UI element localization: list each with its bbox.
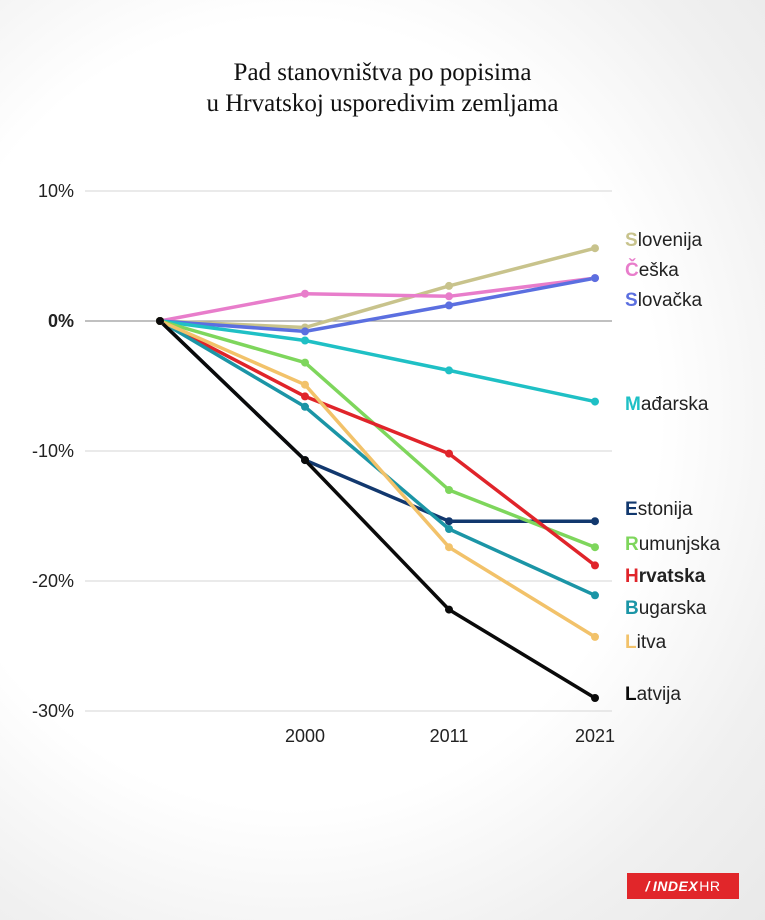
series-line xyxy=(158,319,597,700)
series-label: Češka xyxy=(625,259,679,281)
y-tick-label: -30% xyxy=(32,701,74,721)
y-tick-label: -20% xyxy=(32,571,74,591)
series-line xyxy=(158,319,597,598)
series-label: Bugarska xyxy=(625,598,707,619)
data-point xyxy=(445,525,453,533)
data-point xyxy=(591,591,599,600)
data-point xyxy=(445,281,453,290)
series-line xyxy=(158,319,597,404)
data-point xyxy=(591,694,599,702)
logo-mark: / xyxy=(645,878,650,894)
data-point xyxy=(156,317,164,325)
data-point xyxy=(445,301,453,310)
data-point xyxy=(591,632,599,641)
series-line xyxy=(158,319,597,568)
data-point xyxy=(445,543,453,552)
index-hr-logo: / INDEX HR xyxy=(627,873,739,899)
series-label: Mađarska xyxy=(625,394,709,415)
data-point xyxy=(591,397,599,406)
logo-suffix: HR xyxy=(699,878,721,894)
data-point xyxy=(591,561,599,570)
title-line-2: u Hrvatskoj usporedivim zemljama xyxy=(206,90,559,117)
data-point xyxy=(301,402,309,411)
data-point xyxy=(301,289,309,298)
y-tick-label: 0% xyxy=(48,311,74,331)
series-label: Rumunjska xyxy=(625,534,720,555)
chart-title: Pad stanovništva po popisima u Hrvatskoj… xyxy=(0,57,765,119)
y-tick-label: -10% xyxy=(32,441,74,461)
series-label: Estonija xyxy=(625,499,693,520)
x-tick-label: 2021 xyxy=(575,726,615,746)
data-point xyxy=(301,336,309,345)
data-point xyxy=(445,292,453,301)
series-label: Latvija xyxy=(625,684,681,705)
data-point xyxy=(445,605,453,614)
y-tick-label: 10% xyxy=(38,181,74,201)
data-point xyxy=(591,274,599,283)
data-point xyxy=(301,456,309,465)
data-point xyxy=(301,358,309,367)
data-point xyxy=(591,543,599,552)
data-point xyxy=(445,517,453,526)
data-point xyxy=(445,449,453,458)
series-line xyxy=(158,276,597,334)
series-line xyxy=(158,319,597,639)
data-point xyxy=(591,244,599,253)
x-tick-label: 2011 xyxy=(430,726,469,746)
series-line xyxy=(158,276,597,323)
series-label: Slovačka xyxy=(625,290,703,311)
series-label: Hrvatska xyxy=(625,566,706,587)
logo-main: INDEX xyxy=(652,878,699,894)
series-line xyxy=(158,246,597,330)
x-tick-label: 2000 xyxy=(285,726,325,746)
data-point xyxy=(445,366,453,375)
series-label: Slovenija xyxy=(625,230,703,251)
data-point xyxy=(591,517,599,526)
data-point xyxy=(301,327,309,336)
data-point xyxy=(301,380,309,389)
series-label: Litva xyxy=(625,632,667,653)
data-point xyxy=(301,392,309,401)
data-point xyxy=(445,486,453,494)
title-line-1: Pad stanovništva po popisima xyxy=(233,59,532,86)
